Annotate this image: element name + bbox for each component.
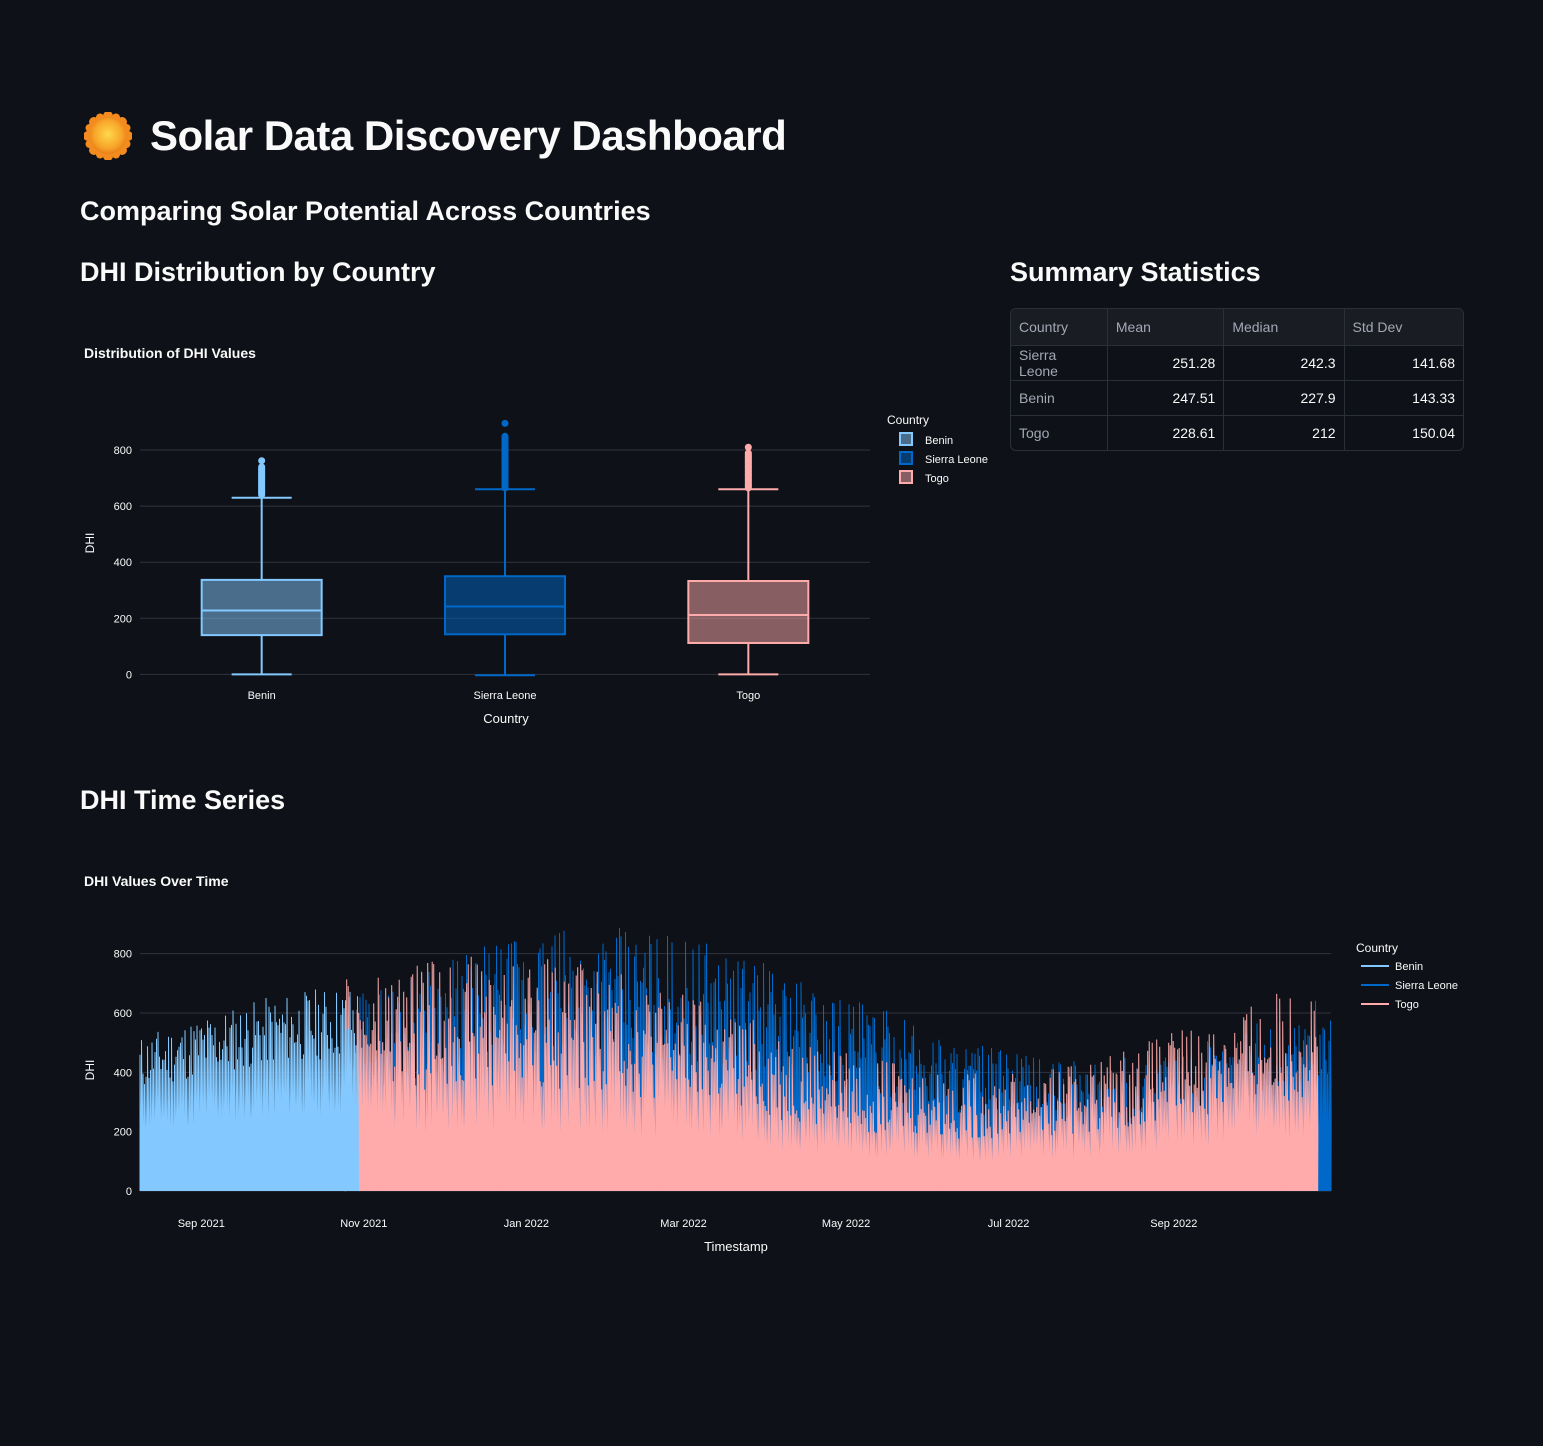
- y-tick-label: 200: [114, 1127, 132, 1139]
- table-cell-value: 141.68: [1344, 345, 1463, 381]
- box-iqr[interactable]: [444, 575, 566, 636]
- ts-y-axis-label: DHI: [83, 1060, 97, 1081]
- legend-label: Togo: [1395, 999, 1419, 1011]
- table-row[interactable]: Benin 247.51 227.9 143.33: [1011, 380, 1463, 416]
- box-legend-title: Country: [887, 413, 929, 427]
- table-cell-country: Benin: [1011, 380, 1108, 416]
- legend-swatch: [899, 470, 913, 484]
- outlier-point: [744, 449, 752, 457]
- legend-item-sierra-leone[interactable]: Sierra Leone: [899, 451, 988, 466]
- x-tick-label: Benin: [248, 690, 276, 702]
- box-sierra-leone[interactable]: [444, 419, 566, 677]
- y-tick-label: 400: [114, 557, 132, 569]
- table-cell-value: 150.04: [1412, 425, 1455, 441]
- table-cell-value: 143.33: [1344, 380, 1463, 416]
- outlier-point: [501, 432, 509, 440]
- page-subtitle: Comparing Solar Potential Across Countri…: [80, 196, 651, 226]
- box-legend[interactable]: Country Benin Sierra Leone Togo: [887, 413, 988, 485]
- page-title-text: Solar Data Discovery Dashboard: [150, 112, 787, 159]
- box-series[interactable]: Benin Sierra Leone Togo: [200, 419, 810, 702]
- box-iqr[interactable]: [687, 580, 810, 644]
- x-tick-label: Jul 2022: [988, 1218, 1030, 1230]
- outlier-point: [258, 463, 266, 471]
- page-title: Solar Data Discovery Dashboard: [84, 112, 787, 160]
- table-cell-value: 251.28: [1107, 345, 1225, 381]
- outlier-point: [501, 419, 509, 427]
- box-plot-chart[interactable]: Distribution of DHI Values 0 200 400 600 800…: [0, 330, 1000, 740]
- legend-item-togo[interactable]: Togo: [899, 470, 949, 485]
- series-line-benin[interactable]: [139, 989, 359, 1192]
- outliers[interactable]: [258, 457, 266, 499]
- x-tick-label: Sep 2021: [178, 1218, 225, 1230]
- legend-swatch: [899, 451, 913, 465]
- ts-series[interactable]: [139, 928, 1332, 1192]
- legend-swatch: [899, 432, 913, 446]
- legend-label: Togo: [925, 473, 949, 485]
- summary-stats-table[interactable]: Country Mean Median Std Dev Sierra Leone 251…: [1010, 308, 1464, 451]
- outliers[interactable]: [501, 419, 509, 492]
- box-chart-title: Distribution of DHI Values: [84, 345, 256, 361]
- x-tick-label: Mar 2022: [660, 1218, 706, 1230]
- x-tick-label: Jan 2022: [504, 1218, 549, 1230]
- table-cell-country: Sierra Leone: [1011, 345, 1108, 381]
- ts-x-axis-label: Timestamp: [704, 1239, 768, 1254]
- outliers[interactable]: [744, 443, 752, 492]
- timeseries-section-heading: DHI Time Series: [80, 785, 286, 815]
- box-grid: 0 200 400 600 800: [114, 445, 870, 681]
- x-tick-label: Nov 2021: [340, 1218, 387, 1230]
- y-tick-label: 0: [126, 1186, 132, 1198]
- box-iqr[interactable]: [200, 578, 323, 637]
- legend-item-togo[interactable]: Togo: [1361, 999, 1419, 1011]
- y-tick-label: 400: [114, 1067, 132, 1079]
- ts-legend-title: Country: [1356, 941, 1398, 955]
- column-header-country[interactable]: Country: [1011, 309, 1108, 346]
- x-tick-label: Sierra Leone: [474, 690, 537, 702]
- column-header-mean[interactable]: Mean: [1107, 309, 1225, 346]
- ts-chart-title: DHI Values Over Time: [84, 873, 229, 889]
- y-tick-label: 800: [114, 445, 132, 457]
- table-row[interactable]: Togo 228.61 212 150.04: [1011, 415, 1463, 450]
- legend-item-sierra-leone[interactable]: Sierra Leone: [1361, 980, 1458, 992]
- outlier-point: [258, 457, 266, 465]
- legend-label: Benin: [925, 435, 953, 447]
- table-row[interactable]: Sierra Leone 251.28 242.3 141.68: [1011, 345, 1463, 381]
- y-tick-label: 0: [126, 669, 132, 681]
- column-header-std-dev[interactable]: Std Dev: [1344, 309, 1463, 346]
- box-togo[interactable]: [687, 443, 810, 676]
- table-cell-value: 242.3: [1223, 345, 1345, 381]
- table-cell-country: Togo: [1011, 415, 1108, 450]
- x-tick-label: Togo: [736, 690, 760, 702]
- table-cell-value: 247.51: [1107, 380, 1225, 416]
- y-tick-label: 200: [114, 613, 132, 625]
- y-tick-label: 600: [114, 1008, 132, 1020]
- x-tick-label: Sep 2022: [1150, 1218, 1197, 1230]
- ts-legend[interactable]: Country Benin Sierra Leone Togo: [1356, 941, 1458, 1011]
- table-header-row: Country Mean Median Std Dev: [1011, 309, 1463, 346]
- box-x-axis-label: Country: [483, 711, 529, 726]
- legend-label: Sierra Leone: [1395, 980, 1458, 992]
- series-line-togo[interactable]: [344, 956, 1319, 1192]
- sun-icon: [84, 112, 132, 160]
- table-cell-value: 228.61: [1107, 415, 1225, 450]
- table-cell-value: 212: [1223, 415, 1345, 450]
- box-benin[interactable]: [200, 457, 323, 676]
- column-header-median[interactable]: Median: [1223, 309, 1345, 346]
- legend-item-benin[interactable]: Benin: [899, 432, 953, 447]
- legend-label: Benin: [1395, 961, 1423, 973]
- table-cell-value: 227.9: [1223, 380, 1345, 416]
- box-y-axis-label: DHI: [83, 533, 97, 554]
- legend-label: Sierra Leone: [925, 454, 988, 466]
- outlier-point: [744, 443, 752, 451]
- stats-section-heading: Summary Statistics: [1010, 257, 1261, 287]
- legend-item-benin[interactable]: Benin: [1361, 961, 1423, 973]
- timeseries-chart[interactable]: DHI Values Over Time 0 200 400 600 800 Sep 20…: [0, 860, 1543, 1270]
- y-tick-label: 600: [114, 501, 132, 513]
- box-section-heading: DHI Distribution by Country: [80, 257, 436, 287]
- x-tick-label: May 2022: [822, 1218, 870, 1230]
- y-tick-label: 800: [114, 949, 132, 961]
